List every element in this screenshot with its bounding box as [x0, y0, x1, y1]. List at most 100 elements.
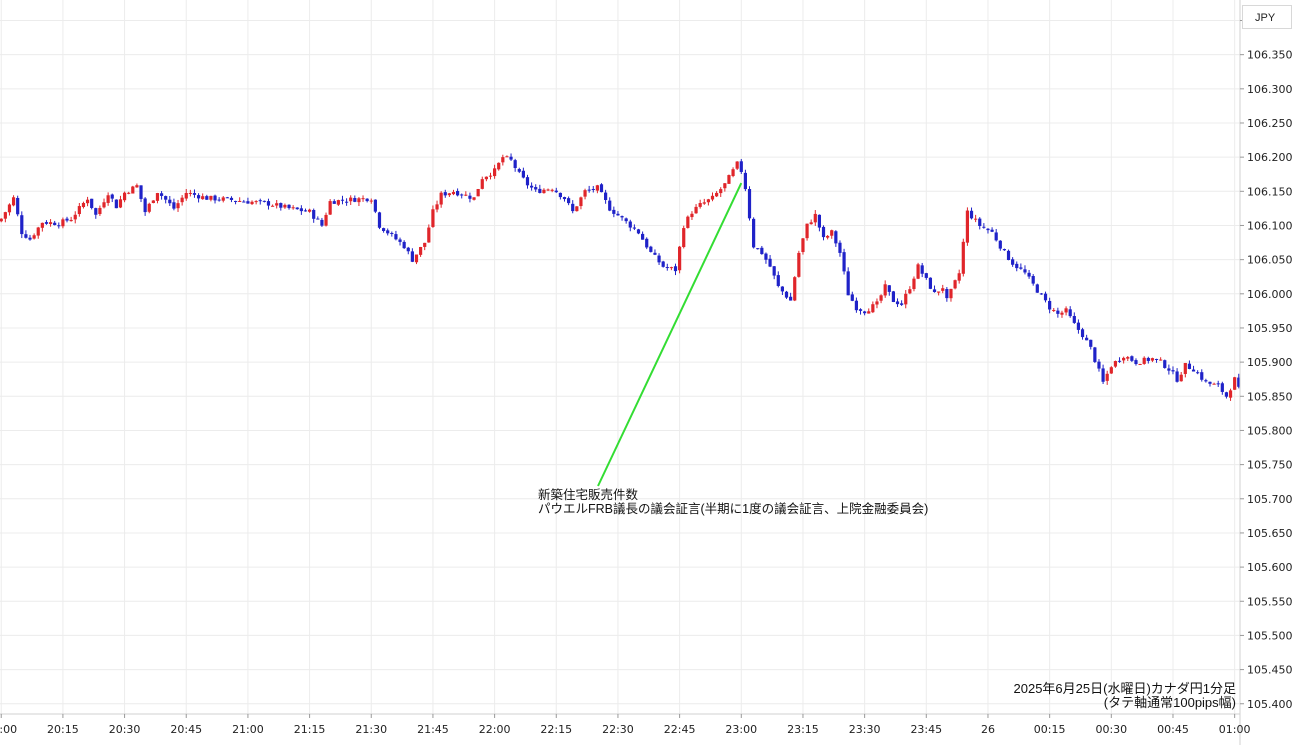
- candle-body: [394, 234, 398, 240]
- y-tick-label: 105.550: [1247, 595, 1293, 608]
- candle-body: [435, 204, 439, 210]
- caption-line-2: (タテ軸通常100pips幅): [1103, 695, 1236, 710]
- candle-body: [20, 215, 24, 235]
- candle-body: [287, 204, 291, 209]
- candle-body: [410, 251, 414, 262]
- candle-body: [632, 227, 636, 229]
- candle-body: [135, 185, 139, 188]
- x-tick-label: 21:15: [294, 723, 326, 736]
- candle-body: [591, 188, 595, 190]
- candle-body: [805, 223, 809, 239]
- annotation-line-1: 新築住宅販売件数: [538, 488, 639, 502]
- candle-body: [118, 199, 123, 208]
- candle-body: [423, 242, 427, 247]
- candle-body: [1208, 381, 1212, 384]
- x-tick-label: 22:45: [664, 723, 696, 736]
- candle-body: [139, 185, 143, 199]
- candle-body: [821, 226, 826, 238]
- candle-body: [1237, 377, 1241, 387]
- candle-body: [665, 267, 669, 269]
- candle-body: [887, 285, 891, 292]
- candle-body: [1072, 316, 1076, 323]
- candle-body: [867, 311, 871, 314]
- x-tick-label: 00:45: [1157, 723, 1189, 736]
- candle-body: [789, 296, 793, 301]
- candle-body: [583, 190, 587, 197]
- candle-body: [957, 273, 961, 281]
- candle-body: [1048, 300, 1052, 310]
- y-tick-label: 105.400: [1247, 698, 1293, 711]
- candle-body: [1105, 373, 1109, 381]
- candle-body: [920, 265, 924, 274]
- candle-body: [1035, 284, 1039, 293]
- candle-body: [1056, 310, 1060, 314]
- x-tick-label: 20:00: [0, 723, 17, 736]
- candle-body: [756, 248, 760, 250]
- candle-body: [554, 190, 558, 193]
- candle-body: [686, 216, 690, 228]
- candle-body: [114, 199, 118, 209]
- annotation-line-2: パウエルFRB議長の議会証言(半期に1度の議会証言、上院金融委員会): [538, 502, 929, 516]
- candle-body: [772, 266, 776, 276]
- candle-body: [168, 199, 172, 204]
- candle-body: [0, 218, 3, 222]
- candle-body: [928, 277, 933, 289]
- currency-label: JPY: [1242, 5, 1292, 29]
- candle-body: [295, 207, 299, 210]
- candle-body: [1163, 360, 1167, 368]
- candle-body: [217, 199, 221, 201]
- candle-body: [990, 229, 994, 232]
- candle-body: [386, 230, 390, 234]
- candle-body: [110, 194, 114, 199]
- candle-body: [1224, 392, 1229, 397]
- candle-body: [398, 239, 402, 242]
- candle-body: [439, 192, 443, 205]
- candle-body: [830, 230, 834, 236]
- candle-body: [57, 225, 61, 227]
- candle-body: [994, 232, 998, 241]
- candle-body: [735, 161, 739, 169]
- candle-body: [81, 202, 86, 208]
- candle-body: [28, 237, 32, 240]
- candle-body: [73, 214, 77, 220]
- candle-body: [558, 192, 562, 198]
- candle-body: [1002, 249, 1007, 251]
- x-tick-label: 22:00: [479, 723, 511, 736]
- candle-body: [1097, 361, 1101, 369]
- candle-body: [320, 219, 324, 226]
- candle-body: [127, 192, 131, 194]
- candle-body: [258, 200, 262, 202]
- candle-body: [525, 177, 530, 186]
- candle-body: [1204, 380, 1208, 382]
- candle-body: [739, 161, 743, 172]
- candle-body: [184, 193, 188, 199]
- candle-body: [316, 218, 320, 220]
- candle-body: [846, 271, 850, 296]
- candle-body: [205, 196, 209, 200]
- candle-body: [324, 214, 328, 226]
- candle-body: [974, 218, 978, 220]
- candle-body: [377, 212, 382, 228]
- candle-body: [776, 275, 780, 286]
- x-tick-label: 20:45: [170, 723, 202, 736]
- candle-body: [238, 200, 242, 202]
- x-tick-label: 20:30: [109, 723, 141, 736]
- x-tick-label: 26: [981, 723, 995, 736]
- candle-body: [904, 293, 908, 305]
- candle-body: [328, 201, 332, 215]
- candle-body: [1109, 367, 1113, 374]
- candle-body: [784, 291, 789, 298]
- candle-body: [262, 200, 266, 202]
- candle-body: [381, 228, 386, 232]
- candle-body: [1068, 309, 1072, 317]
- candle-body: [447, 193, 451, 196]
- candle-body: [225, 197, 229, 199]
- candle-body: [270, 205, 275, 207]
- candle-body: [986, 228, 990, 231]
- y-tick-label: 106.050: [1247, 254, 1293, 267]
- candle-body: [353, 197, 357, 202]
- candle-body: [900, 303, 904, 305]
- candle-body: [969, 210, 974, 219]
- candle-body: [1011, 259, 1015, 265]
